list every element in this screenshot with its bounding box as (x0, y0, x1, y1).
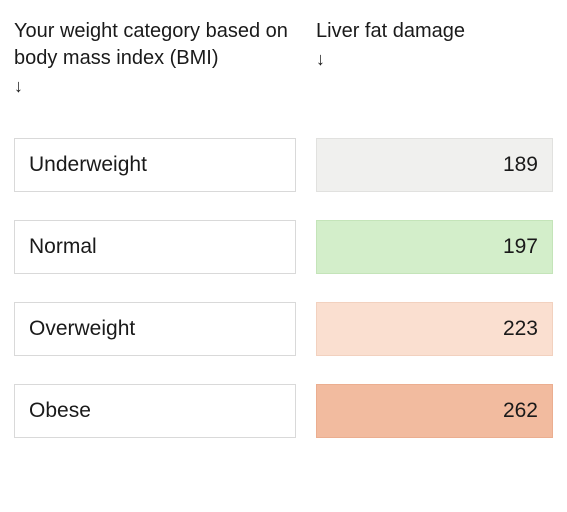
table-row: Underweight 189 (14, 138, 553, 192)
cell-value: 189 (316, 138, 553, 192)
sort-arrow-icon: ↓ (14, 74, 23, 98)
table-body: Underweight 189 Normal 197 Overweight 223 Obes… (14, 138, 553, 438)
header-col-bmi[interactable]: Your weight category based on body mass … (14, 18, 296, 98)
header-col-bmi-label: Your weight category based on body mass … (14, 18, 296, 72)
header-col-liver-label: Liver fat damage (316, 18, 465, 45)
cell-category: Obese (14, 384, 296, 438)
table-row: Obese 262 (14, 384, 553, 438)
cell-value: 197 (316, 220, 553, 274)
table-header-row: Your weight category based on body mass … (14, 18, 553, 98)
cell-value: 262 (316, 384, 553, 438)
cell-category: Overweight (14, 302, 296, 356)
table-row: Overweight 223 (14, 302, 553, 356)
cell-value: 223 (316, 302, 553, 356)
cell-category: Underweight (14, 138, 296, 192)
cell-category: Normal (14, 220, 296, 274)
header-col-liver[interactable]: Liver fat damage ↓ (316, 18, 553, 98)
table-row: Normal 197 (14, 220, 553, 274)
sort-arrow-icon: ↓ (316, 47, 325, 71)
bmi-liver-table: Your weight category based on body mass … (14, 18, 553, 438)
